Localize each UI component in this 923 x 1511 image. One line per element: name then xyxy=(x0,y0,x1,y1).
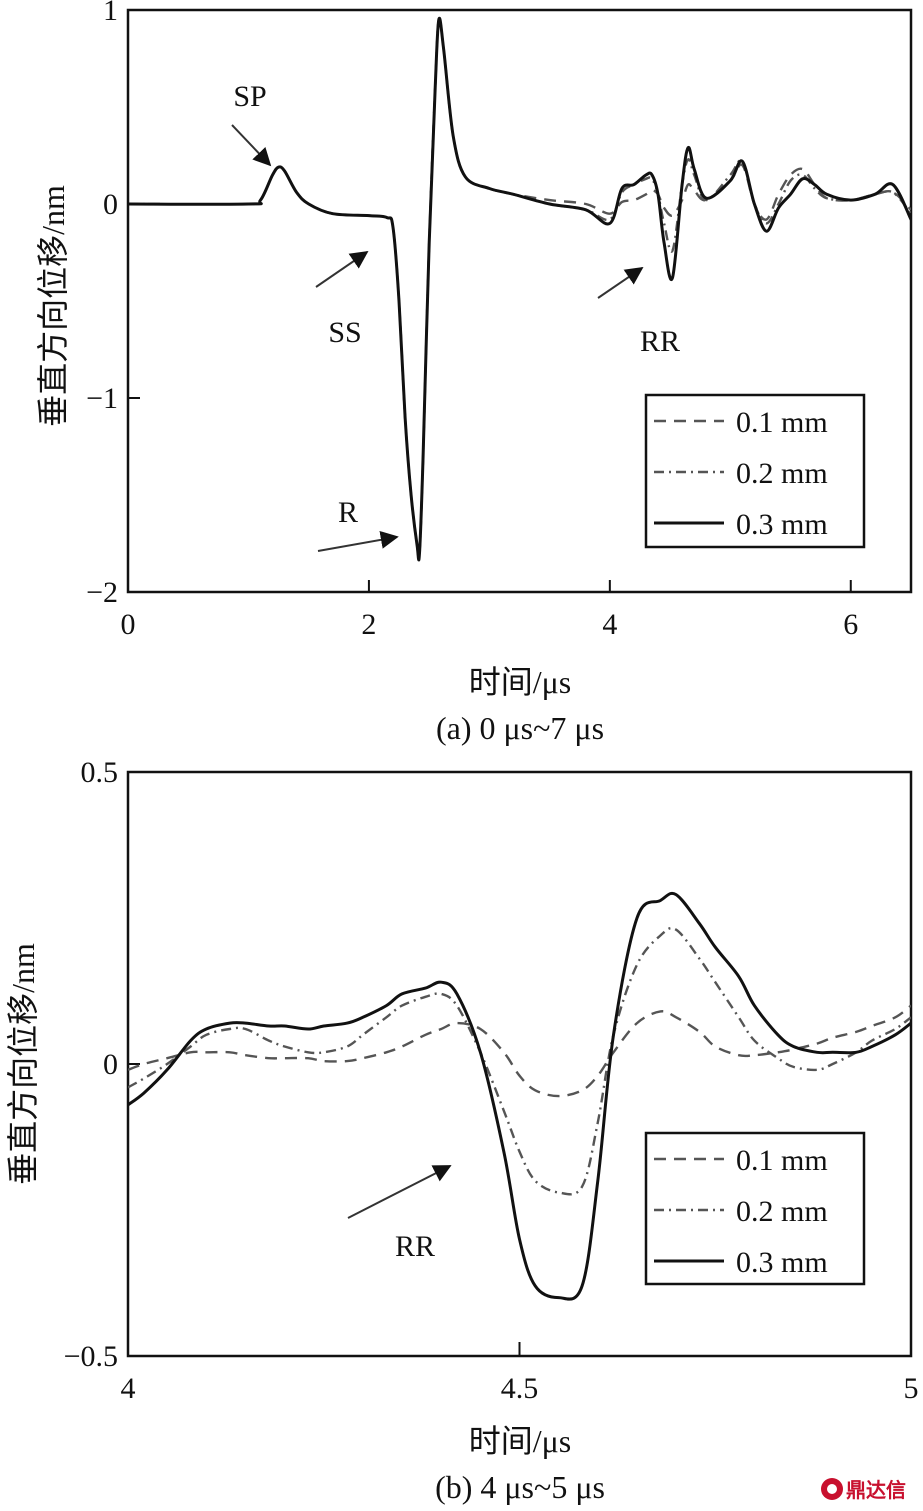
panel-b-chart: 4 4.5 5 0.5 0 −0.5 RR 0.1 mm 0.2 mm 0.3 mm 垂直方向… xyxy=(5,756,919,1505)
panel-a-x-tick-label: 0 xyxy=(121,608,136,641)
panel-b-x-tick-label: 4.5 xyxy=(501,1372,539,1405)
panel-a-legend-label: 0.1 mm xyxy=(736,406,828,439)
watermark-text: 鼎达信 xyxy=(846,1478,906,1502)
panel-a-x-tick-label: 2 xyxy=(361,608,376,641)
panel-b-lines xyxy=(128,891,911,1301)
panel-a-annotation-label: RR xyxy=(640,325,680,358)
panel-b-legend-label: 0.1 mm xyxy=(736,1144,828,1177)
panel-b-annotation-label: RR xyxy=(395,1230,435,1263)
panel-a-annotation-arrow xyxy=(315,250,369,288)
panel-a-y-tick-label: 1 xyxy=(103,0,118,27)
panel-b-annotation-arrow xyxy=(347,1165,452,1219)
panel-b-legend: 0.1 mm 0.2 mm 0.3 mm xyxy=(644,1131,866,1286)
panel-b-series-line-dashdot xyxy=(128,926,911,1196)
panel-b-series-line-dashed xyxy=(128,1004,911,1098)
panel-a-legend-label: 0.3 mm xyxy=(736,508,828,541)
panel-a-plot-frame xyxy=(126,8,913,594)
panel-a-annotation-label: SP xyxy=(233,80,266,113)
panel-a-series-line-solid xyxy=(128,16,911,562)
panel-a-legend-label: 0.2 mm xyxy=(736,457,828,490)
panel-a-y-tick-label: −2 xyxy=(86,576,118,609)
panel-b-y-tick-label: 0 xyxy=(103,1048,118,1081)
panel-a-y-tick-label: −1 xyxy=(86,382,118,415)
panel-b-y-axis-label: 垂直方向位移/nm xyxy=(5,943,41,1185)
panel-b-x-tick-label: 5 xyxy=(904,1372,919,1405)
panel-b-caption: (b) 4 μs~5 μs xyxy=(435,1469,605,1505)
panel-a-x-tick-label: 4 xyxy=(602,608,617,641)
panel-b-series-line-solid xyxy=(128,891,911,1301)
panel-a-annotation-arrow xyxy=(597,266,644,299)
panel-a-caption: (a) 0 μs~7 μs xyxy=(436,710,604,746)
panel-b-y-tick-label: −0.5 xyxy=(64,1340,118,1373)
panel-a-annotation-label: SS xyxy=(328,316,361,349)
panel-a-x-axis-label: 时间/μs xyxy=(469,664,572,700)
panel-b-y-tick-label: 0.5 xyxy=(81,756,119,789)
panel-b-legend-label: 0.3 mm xyxy=(736,1246,828,1279)
panel-a-y-axis-label: 垂直方向位移/nm xyxy=(35,185,71,427)
panel-a-y-tick-label: 0 xyxy=(103,188,118,221)
watermark-logo: 鼎达信 xyxy=(821,1478,906,1502)
panel-a-annotation-arrow xyxy=(317,530,399,552)
panel-b-ticks: 4 4.5 5 0.5 0 −0.5 xyxy=(64,756,919,1405)
panel-a-annotation-arrow xyxy=(231,124,272,167)
panel-b-annotations: RR xyxy=(347,1165,452,1263)
panel-a-ticks: 0 2 4 6 1 0 −1 −2 xyxy=(86,0,858,641)
panel-b-x-axis-label: 时间/μs xyxy=(469,1423,572,1459)
panel-a-annotation-label: R xyxy=(338,496,358,529)
panel-b-x-tick-label: 4 xyxy=(121,1372,136,1405)
panel-a-lines xyxy=(128,16,911,562)
panel-b-legend-label: 0.2 mm xyxy=(736,1195,828,1228)
panel-a-legend: 0.1 mm 0.2 mm 0.3 mm xyxy=(644,393,866,549)
panel-a-x-tick-label: 6 xyxy=(843,608,858,641)
